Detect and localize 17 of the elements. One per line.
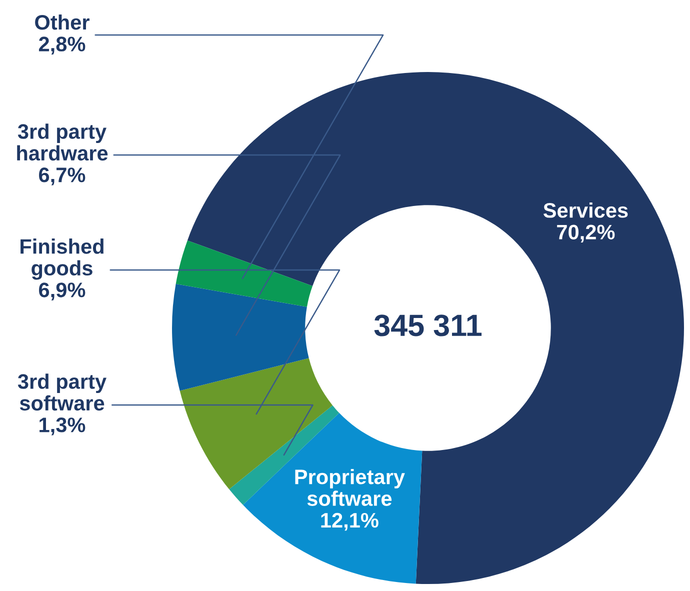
text: 345 311 <box>374 314 482 336</box>
slice-label: Finished goods <box>20 238 104 280</box>
data-label: 12,1% <box>321 512 378 531</box>
data-label: 6,7% <box>39 168 86 186</box>
donut-slice <box>172 284 309 391</box>
donut-slice <box>187 72 684 584</box>
data-label: 70,2% <box>557 224 615 243</box>
slice-label: Services <box>543 202 628 218</box>
data-label: 6,9% <box>39 282 86 300</box>
donut-slice <box>176 240 313 307</box>
slice-label: 3rd party software <box>18 374 106 411</box>
donut-slice <box>242 412 422 584</box>
data-label: 1,3% <box>40 418 86 436</box>
slice-label: 3rd party hardware <box>17 124 108 161</box>
slice-label: Proprietary software <box>295 468 405 506</box>
data-label: 2,8% <box>38 36 86 54</box>
slice-label: Other <box>35 14 90 30</box>
